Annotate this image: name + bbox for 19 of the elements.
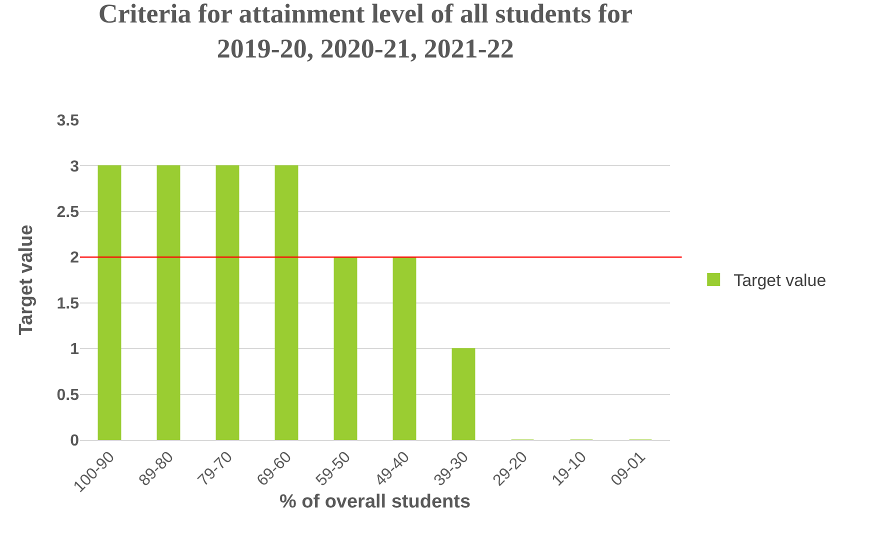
bar: [392, 256, 416, 440]
chart-title: Criteria for attainment level of all students for 2019-20, 2020-21, 2021-22: [98, 0, 632, 64]
y-tick-label: 1.5: [56, 295, 80, 312]
bar: [156, 165, 180, 440]
y-tick-label: 3.5: [56, 112, 80, 130]
bar: [334, 256, 358, 440]
y-tick-label: 3: [70, 158, 80, 176]
y-tick-label: 2.5: [56, 204, 80, 222]
y-tick-label: 1: [70, 341, 80, 358]
bar: [274, 165, 298, 440]
bar: [98, 165, 122, 440]
y-tick-label: 0: [70, 432, 80, 450]
x-axis-title: % of overall students: [279, 492, 471, 513]
legend-label: Target value: [734, 271, 826, 290]
bar: [216, 165, 240, 440]
y-tick-label: 0.5: [56, 386, 80, 404]
y-axis-title: Target value: [16, 224, 37, 336]
y-tick-label: 2: [70, 250, 80, 267]
bar: [452, 348, 476, 440]
